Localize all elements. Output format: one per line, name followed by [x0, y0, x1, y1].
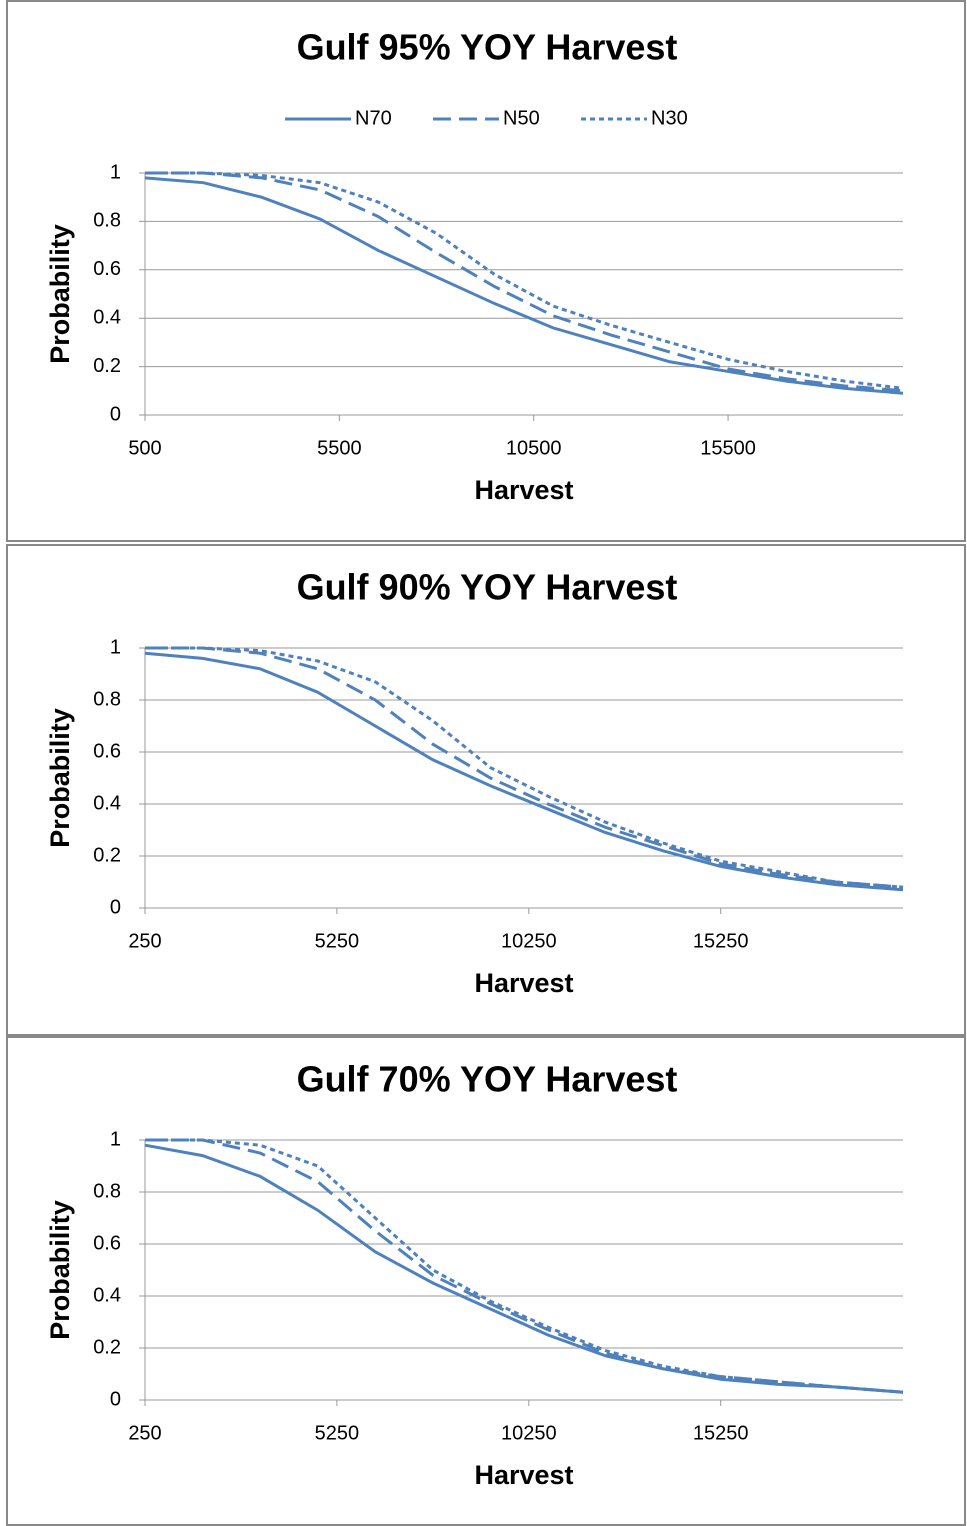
y-tick-label: 0.6: [93, 1232, 121, 1254]
y-tick-label: 0.2: [93, 355, 121, 377]
series-line: [144, 651, 904, 892]
y-axis-label: Probability: [45, 224, 75, 364]
y-tick-label: 0.2: [93, 1336, 121, 1358]
x-tick-label: 15250: [693, 930, 749, 952]
y-tick-label: 1: [110, 1128, 121, 1150]
x-tick-label: 5500: [317, 437, 362, 459]
x-axis-label: Harvest: [474, 968, 573, 998]
series-line: [145, 171, 904, 390]
x-tick-label: 250: [128, 1422, 161, 1444]
y-tick-label: 0.4: [93, 306, 121, 328]
y-tick-label: 0.8: [93, 1180, 121, 1202]
x-tick-label: 5250: [315, 930, 360, 952]
x-tick-label: 10500: [506, 437, 562, 459]
y-tick-label: 1: [110, 636, 121, 658]
y-tick-label: 0.4: [93, 792, 121, 814]
x-tick-label: 15500: [700, 437, 756, 459]
series-line: [144, 176, 904, 395]
x-tick-label: 500: [128, 437, 161, 459]
x-tick-label: 5250: [315, 1422, 360, 1444]
chart-title: Gulf 90% YOY Harvest: [297, 567, 678, 608]
y-tick-label: 0.6: [93, 740, 121, 762]
x-axis-label: Harvest: [474, 475, 573, 505]
y-tick-label: 0.8: [93, 688, 121, 710]
chart-title: Gulf 95% YOY Harvest: [297, 27, 678, 68]
panel: [6, 1036, 966, 1526]
x-axis-label: Harvest: [474, 1460, 573, 1490]
panel: [6, 0, 966, 542]
legend-label: N30: [651, 107, 688, 129]
y-axis-label: Probability: [45, 1200, 75, 1340]
x-tick-label: 15250: [693, 1422, 749, 1444]
chart-title: Gulf 70% YOY Harvest: [297, 1059, 678, 1100]
series-line: [145, 1138, 904, 1394]
panel: [6, 544, 966, 1036]
legend-label: N50: [503, 107, 540, 129]
legend-label: N70: [355, 107, 392, 129]
y-tick-label: 0.8: [93, 210, 121, 232]
series-line: [144, 1143, 904, 1394]
x-tick-label: 250: [128, 930, 161, 952]
y-tick-label: 0: [110, 1388, 121, 1410]
x-tick-label: 10250: [501, 1422, 557, 1444]
y-tick-label: 0: [110, 896, 121, 918]
y-axis-label: Probability: [45, 708, 75, 848]
y-tick-label: 1: [110, 161, 121, 183]
series-line: [145, 646, 904, 889]
y-tick-label: 0: [110, 403, 121, 425]
x-tick-label: 10250: [501, 930, 557, 952]
y-tick-label: 0.2: [93, 844, 121, 866]
y-tick-label: 0.6: [93, 258, 121, 280]
y-tick-label: 0.4: [93, 1284, 121, 1306]
